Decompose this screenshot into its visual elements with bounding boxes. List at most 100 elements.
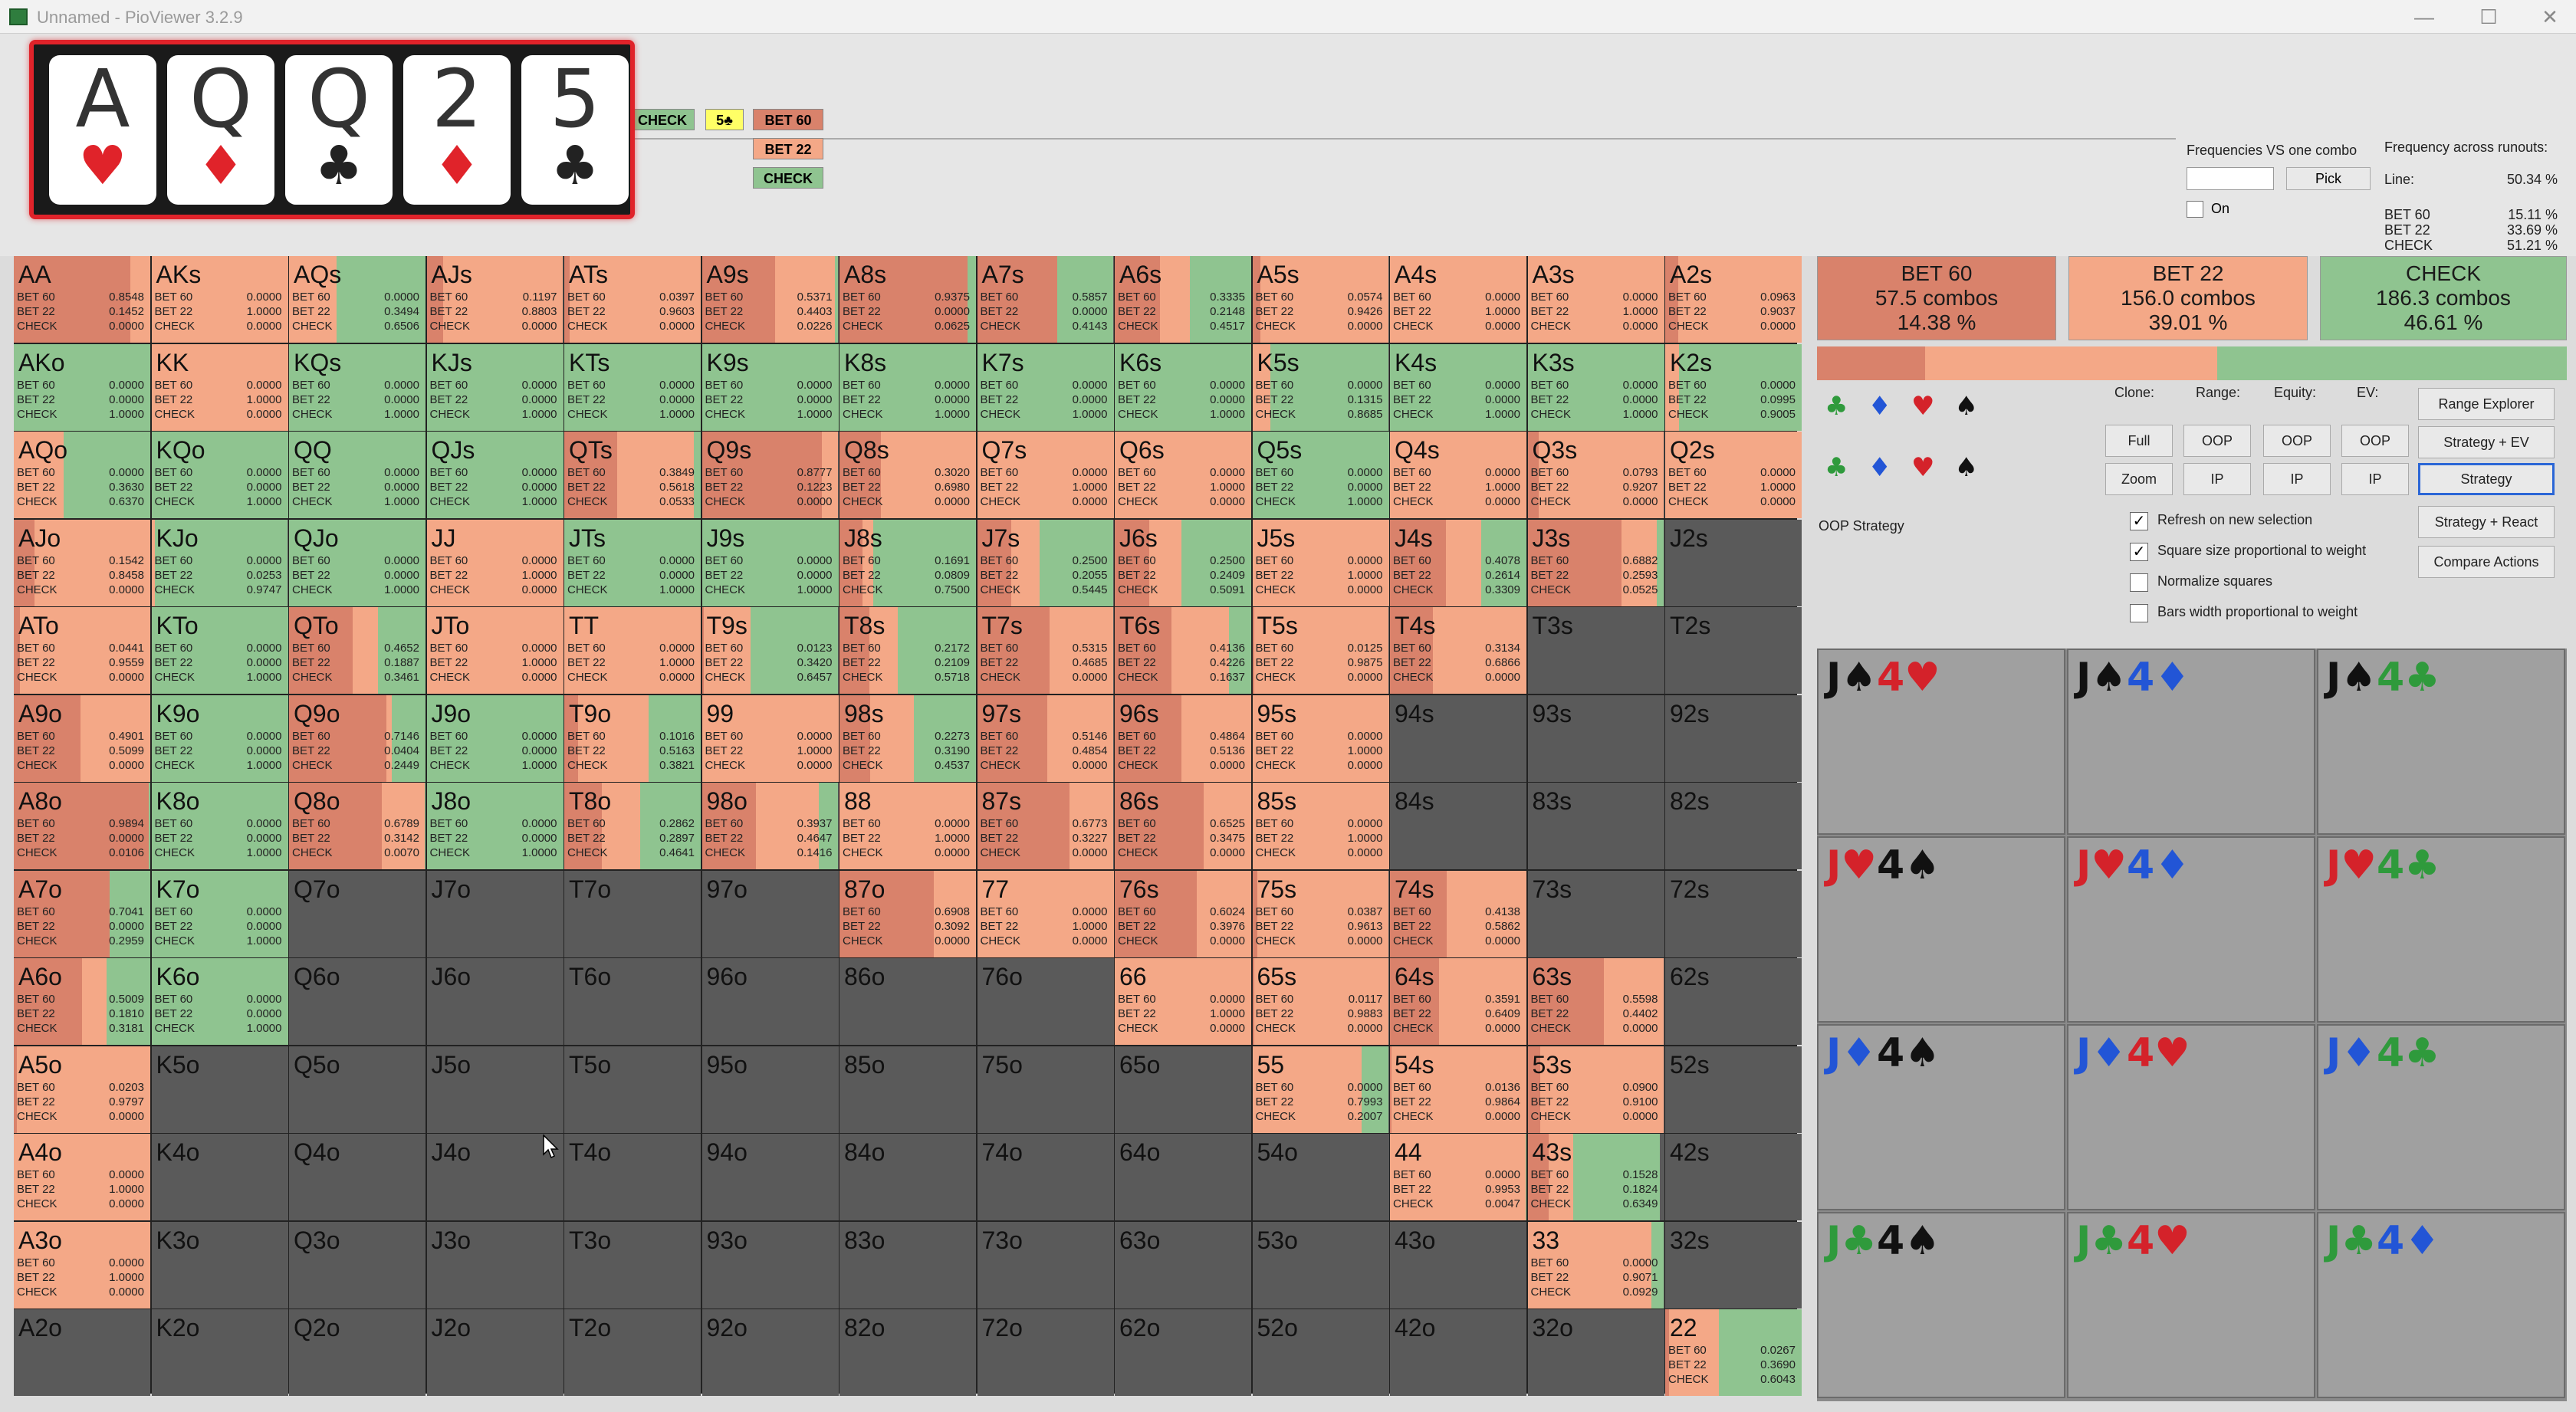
hand-cell[interactable]: Q7o — [289, 870, 426, 957]
hand-cell[interactable]: 42o — [1390, 1309, 1526, 1396]
hand-cell[interactable]: 97s BET 60 0.5146 BET 22 0.4854 CHECK 0.0000 — [977, 695, 1114, 782]
hand-cell[interactable]: T2o — [564, 1309, 701, 1396]
bars-width-checkbox[interactable] — [2130, 604, 2148, 622]
hand-cell[interactable]: JTo BET 60 0.0000 BET 22 1.0000 CHECK 0.0000 — [426, 607, 564, 694]
hand-cell[interactable]: K5s BET 60 0.0000 BET 22 0.1315 CHECK 0.8685 — [1252, 343, 1389, 431]
hand-cell[interactable]: T2s — [1665, 607, 1802, 694]
hand-cell[interactable]: JTs BET 60 0.0000 BET 22 0.0000 CHECK 1.0000 — [564, 519, 701, 606]
close-icon[interactable]: ✕ — [2542, 5, 2558, 28]
hand-cell[interactable]: J3o — [426, 1221, 564, 1309]
combo-cell[interactable]: J♠4♦ — [2067, 649, 2315, 835]
hand-cell[interactable]: T7s BET 60 0.5315 BET 22 0.4685 CHECK 0.0000 — [977, 607, 1114, 694]
diamond-icon[interactable]: ♦ — [1868, 391, 1911, 422]
hand-cell[interactable]: 54o — [1252, 1134, 1389, 1220]
hand-cell[interactable]: K2s BET 60 0.0000 BET 22 0.0995 CHECK 0.9005 — [1665, 343, 1802, 431]
range-oop-button[interactable]: OOP — [2183, 425, 2251, 457]
hand-cell[interactable]: 32o — [1527, 1309, 1664, 1396]
hand-cell[interactable]: K3s BET 60 0.0000 BET 22 0.0000 CHECK 1.0000 — [1527, 343, 1664, 431]
combo-cell[interactable]: J♠4♣ — [2317, 649, 2565, 835]
hand-cell[interactable]: A6s BET 60 0.3335 BET 22 0.2148 CHECK 0.4517 — [1115, 256, 1251, 343]
pick-button[interactable]: Pick — [2286, 167, 2371, 190]
hand-cell[interactable]: T4o — [564, 1134, 701, 1220]
hand-cell[interactable]: Q2o — [289, 1309, 426, 1396]
hand-cell[interactable]: T9o BET 60 0.1016 BET 22 0.5163 CHECK 0.3821 — [564, 695, 701, 782]
hand-cell[interactable]: 86s BET 60 0.6525 BET 22 0.3475 CHECK 0.0000 — [1115, 783, 1251, 869]
hand-cell[interactable]: K9s BET 60 0.0000 BET 22 0.0000 CHECK 1.0000 — [702, 343, 839, 431]
tree-check-action[interactable]: CHECK — [630, 109, 695, 130]
combo-cell[interactable]: J♣4♠ — [1817, 1212, 2065, 1398]
hand-cell[interactable]: A3s BET 60 0.0000 BET 22 1.0000 CHECK 0.0000 — [1527, 256, 1664, 343]
hand-cell[interactable]: K7s BET 60 0.0000 BET 22 0.0000 CHECK 1.0000 — [977, 343, 1114, 431]
hand-cell[interactable]: 87s BET 60 0.6773 BET 22 0.3227 CHECK 0.0000 — [977, 783, 1114, 869]
hand-cell[interactable]: J8s BET 60 0.1691 BET 22 0.0809 CHECK 0.7500 — [840, 519, 976, 606]
hand-cell[interactable]: J4s BET 60 0.4078 BET 22 0.2614 CHECK 0.3309 — [1390, 519, 1526, 606]
hand-cell[interactable]: 52s — [1665, 1046, 1802, 1133]
hand-cell[interactable]: 98s BET 60 0.2273 BET 22 0.3190 CHECK 0.4537 — [840, 695, 976, 782]
hand-cell[interactable]: T5s BET 60 0.0125 BET 22 0.9875 CHECK 0.0000 — [1252, 607, 1389, 694]
tree-check-action-2[interactable]: CHECK — [753, 167, 823, 189]
strategy-button[interactable]: Strategy — [2418, 463, 2555, 495]
hand-cell[interactable]: T8o BET 60 0.2862 BET 22 0.2897 CHECK 0.4641 — [564, 783, 701, 869]
hand-cell[interactable]: 43s BET 60 0.1528 BET 22 0.1824 CHECK 0.6349 — [1527, 1134, 1664, 1220]
hand-cell[interactable]: 84o — [840, 1134, 976, 1220]
diamond-icon[interactable]: ♦ — [1868, 452, 1911, 483]
hand-cell[interactable]: T7o — [564, 870, 701, 957]
hand-cell[interactable]: 54s BET 60 0.0136 BET 22 0.9864 CHECK 0.0000 — [1390, 1046, 1526, 1133]
hand-cell[interactable]: 87o BET 60 0.6908 BET 22 0.3092 CHECK 0.0000 — [840, 870, 976, 957]
hand-cell[interactable]: A8s BET 60 0.9375 BET 22 0.0000 CHECK 0.0625 — [840, 256, 976, 343]
on-checkbox[interactable] — [2187, 201, 2203, 218]
hand-cell[interactable]: 96s BET 60 0.4864 BET 22 0.5136 CHECK 0.0000 — [1115, 695, 1251, 782]
hand-cell[interactable]: J7s BET 60 0.2500 BET 22 0.2055 CHECK 0.5445 — [977, 519, 1114, 606]
hand-cell[interactable]: 75o — [977, 1046, 1114, 1133]
combo-cell[interactable]: J♣4♥ — [2067, 1212, 2315, 1398]
hand-cell[interactable]: A4o BET 60 0.0000 BET 22 1.0000 CHECK 0.0000 — [14, 1134, 150, 1220]
hand-cell[interactable]: J3s BET 60 0.6882 BET 22 0.2593 CHECK 0.0525 — [1527, 519, 1664, 606]
hand-cell[interactable]: AQs BET 60 0.0000 BET 22 0.3494 CHECK 0.6506 — [289, 256, 426, 343]
hand-cell[interactable]: 53s BET 60 0.0900 BET 22 0.9100 CHECK 0.0000 — [1527, 1046, 1664, 1133]
summary-check[interactable]: CHECK 186.3 combos 46.61 % — [2320, 256, 2567, 340]
hand-cell[interactable]: K4s BET 60 0.0000 BET 22 0.0000 CHECK 1.0000 — [1390, 343, 1526, 431]
hand-cell[interactable]: 62s — [1665, 958, 1802, 1045]
square-size-checkbox[interactable]: ✓ — [2130, 543, 2148, 561]
strategy-react-button[interactable]: Strategy + React — [2418, 506, 2555, 538]
hand-cell[interactable]: 92o — [702, 1309, 839, 1396]
hand-cell[interactable]: KQs BET 60 0.0000 BET 22 0.0000 CHECK 1.0000 — [289, 343, 426, 431]
hand-cell[interactable]: Q8o BET 60 0.6789 BET 22 0.3142 CHECK 0.0070 — [289, 783, 426, 869]
hand-cell[interactable]: K8s BET 60 0.0000 BET 22 0.0000 CHECK 1.0000 — [840, 343, 976, 431]
hand-cell[interactable]: T8s BET 60 0.2172 BET 22 0.2109 CHECK 0.5718 — [840, 607, 976, 694]
hand-cell[interactable]: KK BET 60 0.0000 BET 22 1.0000 CHECK 0.0000 — [151, 343, 288, 431]
hand-cell[interactable]: 76s BET 60 0.6024 BET 22 0.3976 CHECK 0.0000 — [1115, 870, 1251, 957]
hand-cell[interactable]: Q3s BET 60 0.0793 BET 22 0.9207 CHECK 0.0000 — [1527, 432, 1664, 518]
hand-cell[interactable]: KJo BET 60 0.0000 BET 22 0.0253 CHECK 0.9747 — [151, 519, 288, 606]
hand-cell[interactable]: 33 BET 60 0.0000 BET 22 0.9071 CHECK 0.0929 — [1527, 1221, 1664, 1309]
hand-cell[interactable]: T6o — [564, 958, 701, 1045]
equity-ip-button[interactable]: IP — [2263, 463, 2331, 495]
hand-cell[interactable]: 74s BET 60 0.4138 BET 22 0.5862 CHECK 0.0000 — [1390, 870, 1526, 957]
combo-cell[interactable]: J♦4♠ — [1817, 1024, 2065, 1210]
hand-cell[interactable]: T6s BET 60 0.4136 BET 22 0.4226 CHECK 0.1637 — [1115, 607, 1251, 694]
hand-cell[interactable]: J6s BET 60 0.2500 BET 22 0.2409 CHECK 0.5091 — [1115, 519, 1251, 606]
hand-cell[interactable]: K2o — [151, 1309, 288, 1396]
hand-cell[interactable]: A9s BET 60 0.5371 BET 22 0.4403 CHECK 0.0226 — [702, 256, 839, 343]
hand-cell[interactable]: 65o — [1115, 1046, 1251, 1133]
hand-cell[interactable]: JJ BET 60 0.0000 BET 22 1.0000 CHECK 0.0000 — [426, 519, 564, 606]
hand-cell[interactable]: AJo BET 60 0.1542 BET 22 0.8458 CHECK 0.0000 — [14, 519, 150, 606]
hand-cell[interactable]: 77 BET 60 0.0000 BET 22 1.0000 CHECK 0.0000 — [977, 870, 1114, 957]
hand-cell[interactable]: J6o — [426, 958, 564, 1045]
hand-cell[interactable]: 53o — [1252, 1221, 1389, 1309]
hand-cell[interactable]: T5o — [564, 1046, 701, 1133]
hand-cell[interactable]: J2s — [1665, 519, 1802, 606]
hand-cell[interactable]: AKo BET 60 0.0000 BET 22 0.0000 CHECK 1.0000 — [14, 343, 150, 431]
hand-cell[interactable]: A2s BET 60 0.0963 BET 22 0.9037 CHECK 0.0000 — [1665, 256, 1802, 343]
combo-cell[interactable]: J♥4♠ — [1817, 836, 2065, 1023]
hand-cell[interactable]: 64o — [1115, 1134, 1251, 1220]
hand-cell[interactable]: 83o — [840, 1221, 976, 1309]
hand-cell[interactable]: K5o — [151, 1046, 288, 1133]
combo-cell[interactable]: J♦4♥ — [2067, 1024, 2315, 1210]
hand-cell[interactable]: 63o — [1115, 1221, 1251, 1309]
hand-cell[interactable]: 93s — [1527, 695, 1664, 782]
hand-cell[interactable]: QTs BET 60 0.3849 BET 22 0.5618 CHECK 0.0533 — [564, 432, 701, 518]
summary-bet22[interactable]: BET 22 156.0 combos 39.01 % — [2068, 256, 2308, 340]
hand-cell[interactable]: 42s — [1665, 1134, 1802, 1220]
hand-cell[interactable]: A6o BET 60 0.5009 BET 22 0.1810 CHECK 0.3181 — [14, 958, 150, 1045]
